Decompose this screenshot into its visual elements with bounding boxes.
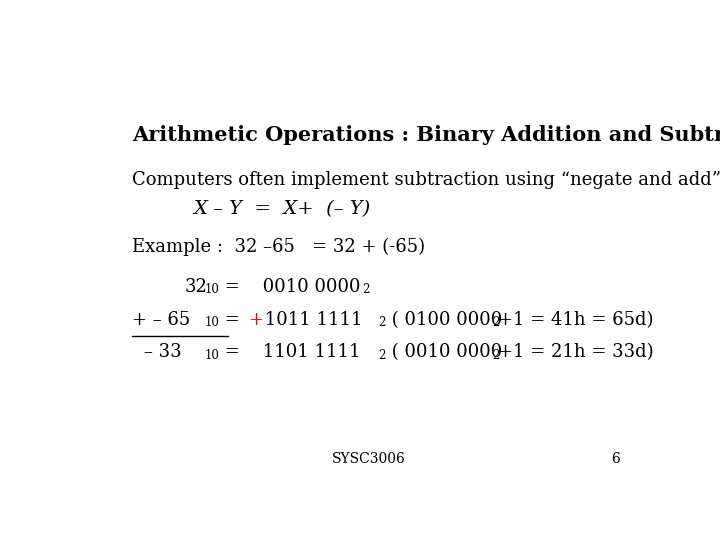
Text: X – Y  =  X+  (– Y): X – Y = X+ (– Y) (193, 200, 371, 218)
Text: 10: 10 (205, 283, 220, 296)
Text: – 33: – 33 (144, 343, 181, 361)
Text: +1 = 41h = 65d): +1 = 41h = 65d) (498, 311, 653, 329)
Text: ( 0100 0000: ( 0100 0000 (386, 311, 502, 329)
Text: ( 0010 0000: ( 0010 0000 (386, 343, 502, 361)
Text: Arithmetic Operations : Binary Addition and Subtraction: Arithmetic Operations : Binary Addition … (132, 125, 720, 145)
Text: +1 = 21h = 33d): +1 = 21h = 33d) (498, 343, 654, 361)
Text: =: = (220, 311, 246, 329)
Text: 1011 1111: 1011 1111 (259, 311, 363, 329)
Text: Example :  32 –65   = 32 + (-65): Example : 32 –65 = 32 + (-65) (132, 238, 425, 255)
Text: 6: 6 (611, 452, 620, 466)
Text: =    0010 0000: = 0010 0000 (220, 278, 361, 296)
Text: 10: 10 (205, 316, 220, 329)
Text: + – 65: + – 65 (132, 311, 190, 329)
Text: SYSC3006: SYSC3006 (332, 452, 406, 466)
Text: 10: 10 (205, 349, 220, 362)
Text: 2: 2 (492, 349, 499, 362)
Text: 2: 2 (379, 349, 386, 362)
Text: 2: 2 (362, 283, 369, 296)
Text: =    1101 1111: = 1101 1111 (220, 343, 361, 361)
Text: +: + (248, 311, 264, 329)
Text: 2: 2 (492, 316, 499, 329)
Text: 2: 2 (379, 316, 386, 329)
Text: Computers often implement subtraction using “negate and add”: Computers often implement subtraction us… (132, 171, 720, 189)
Text: 32: 32 (185, 278, 208, 296)
